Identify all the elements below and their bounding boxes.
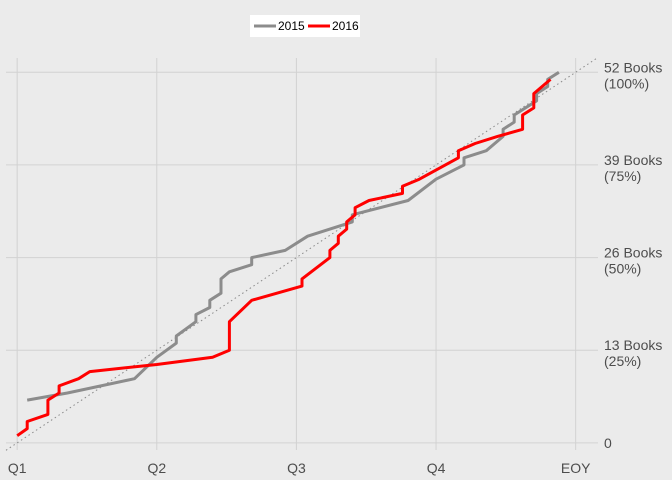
grid (6, 58, 598, 450)
reference-line-layer (5, 57, 599, 451)
y-tick-label-0: 0 (604, 435, 612, 451)
y-tick-label-2: 26 Books (50%) (604, 245, 662, 277)
series-line-2016 (16, 78, 552, 437)
legend-label-2016: 2016 (332, 19, 359, 33)
x-tick-label-0: Q1 (8, 460, 27, 476)
y-tick-label-4: 52 Books (100%) (604, 59, 662, 91)
y-tick-label-3: 39 Books (75%) (604, 152, 662, 184)
x-tick-label-1: Q2 (147, 460, 166, 476)
series-layer (16, 71, 560, 437)
y-axis-ticks: 0 13 Books (25%) 26 Books (50%) 39 Books (75%)… (604, 59, 662, 451)
x-tick-label-3: Q4 (427, 460, 446, 476)
series-line-2015 (26, 71, 560, 402)
x-axis-ticks: Q1 Q2 Q3 Q4 EOY (8, 460, 591, 476)
legend-box (250, 15, 360, 37)
x-tick-label-2: Q3 (287, 460, 306, 476)
reference-line (5, 57, 599, 451)
legend: 2015 2016 (250, 15, 360, 37)
x-tick-label-4: EOY (561, 460, 591, 476)
y-tick-label-1: 13 Books (25%) (604, 337, 662, 369)
legend-label-2015: 2015 (278, 19, 305, 33)
